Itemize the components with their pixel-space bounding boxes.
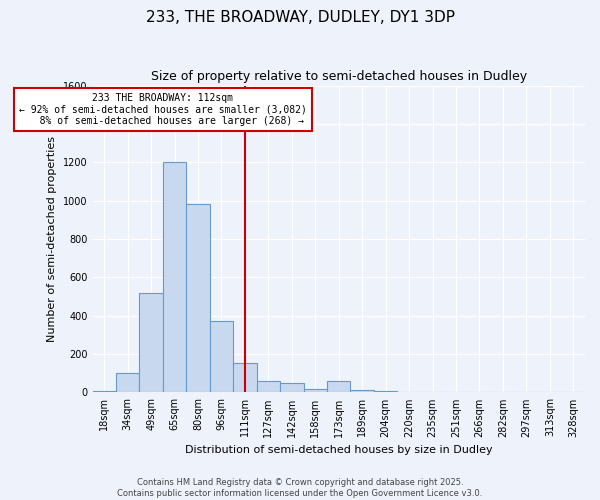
Text: 233, THE BROADWAY, DUDLEY, DY1 3DP: 233, THE BROADWAY, DUDLEY, DY1 3DP bbox=[146, 10, 455, 25]
Bar bbox=[280, 383, 304, 392]
Bar bbox=[350, 390, 374, 392]
Text: 233 THE BROADWAY: 112sqm
← 92% of semi-detached houses are smaller (3,082)
   8%: 233 THE BROADWAY: 112sqm ← 92% of semi-d… bbox=[19, 93, 307, 126]
Bar bbox=[187, 204, 210, 392]
Bar bbox=[233, 362, 257, 392]
Y-axis label: Number of semi-detached properties: Number of semi-detached properties bbox=[47, 136, 58, 342]
X-axis label: Distribution of semi-detached houses by size in Dudley: Distribution of semi-detached houses by … bbox=[185, 445, 493, 455]
Text: Contains HM Land Registry data © Crown copyright and database right 2025.
Contai: Contains HM Land Registry data © Crown c… bbox=[118, 478, 482, 498]
Bar bbox=[327, 381, 350, 392]
Bar bbox=[163, 162, 187, 392]
Bar bbox=[304, 388, 327, 392]
Title: Size of property relative to semi-detached houses in Dudley: Size of property relative to semi-detach… bbox=[151, 70, 527, 83]
Bar bbox=[116, 374, 139, 392]
Bar bbox=[210, 322, 233, 392]
Bar bbox=[92, 390, 116, 392]
Bar bbox=[257, 381, 280, 392]
Bar bbox=[139, 292, 163, 392]
